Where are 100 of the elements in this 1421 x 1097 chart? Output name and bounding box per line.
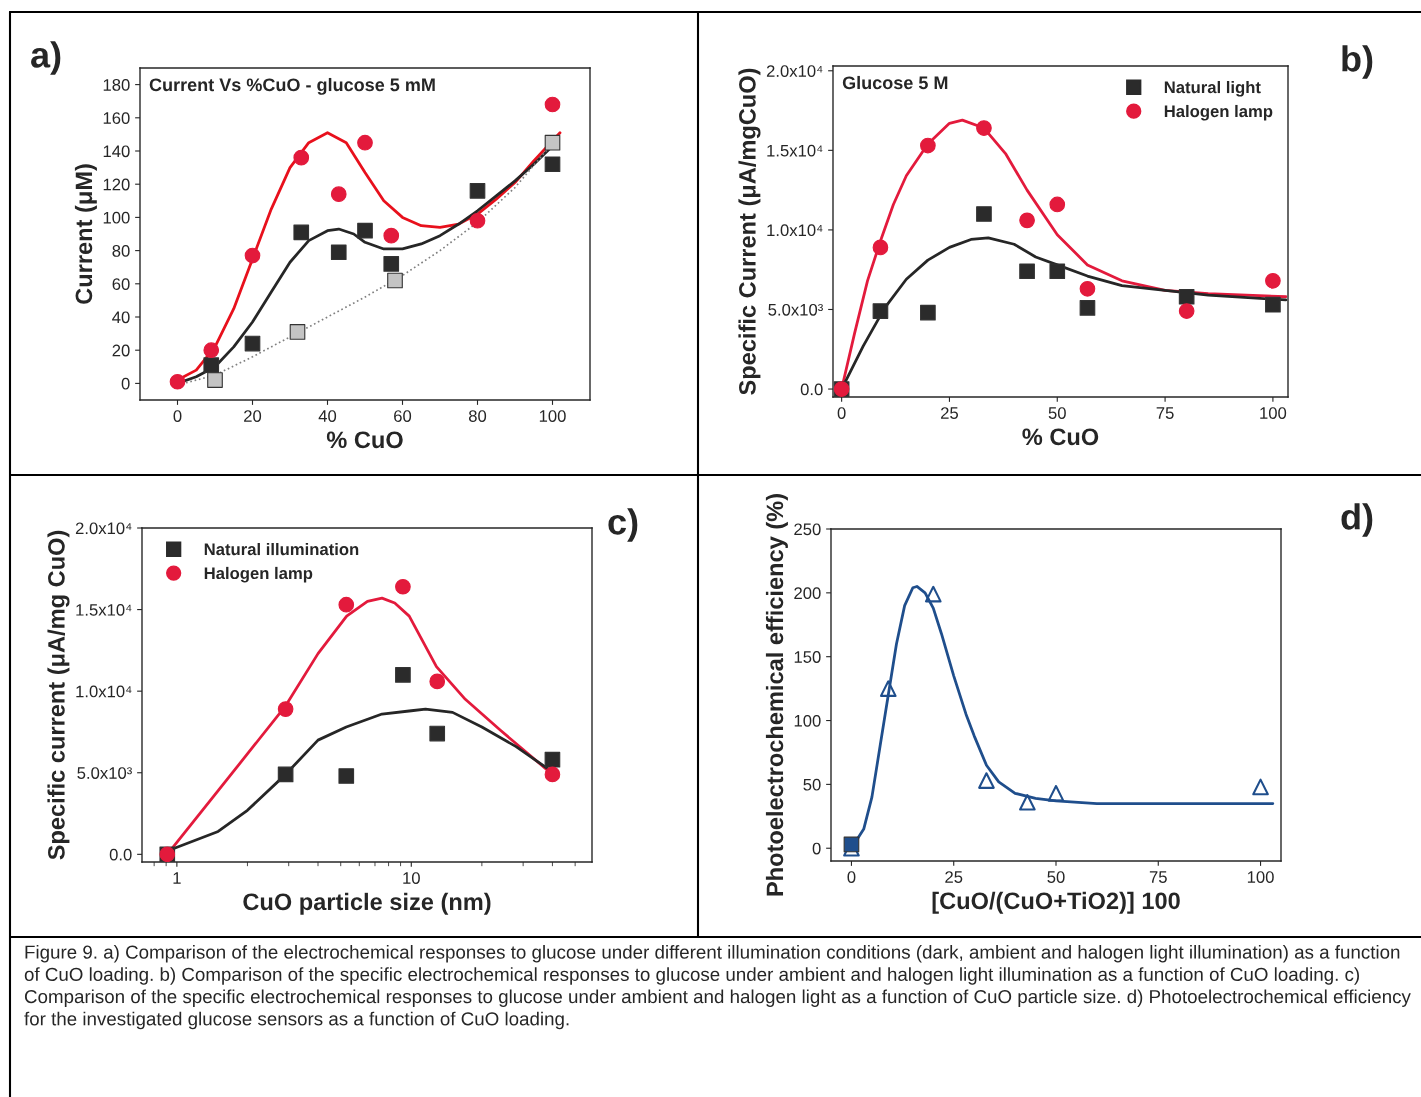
y-tick-label: 0.0 (109, 848, 132, 861)
y-tick-label: 0 (812, 842, 821, 855)
point (1252, 778, 1269, 796)
legend-label: Halogen lamp (1164, 104, 1273, 121)
x-tick-label: 100 (1260, 407, 1287, 419)
y-tick-label: 250 (794, 523, 821, 536)
point (207, 372, 223, 388)
x-axis-title: [CuO/(CuO+TiO2)] 100 (932, 891, 1180, 914)
point (843, 836, 860, 853)
y-tick-label: 0.0 (800, 383, 823, 396)
x-tick-label: 20 (244, 410, 262, 422)
x-axis-title: CuO particle size (nm) (243, 892, 491, 915)
y-tick-label: 2.0x10⁴ (75, 522, 132, 535)
legend-label: Halogen lamp (204, 566, 313, 583)
y-tick-label: 150 (794, 651, 821, 663)
text: b) (1342, 45, 1373, 79)
y-tick-label: 200 (794, 587, 821, 600)
point (879, 680, 897, 697)
x-axis-title: % CuO (326, 431, 403, 449)
point (1265, 296, 1281, 313)
y-tick-label: 140 (103, 145, 130, 158)
point (383, 256, 400, 272)
y-axis-title: Specific Current (μA/mgCuO) (738, 68, 761, 395)
text: a) (31, 41, 61, 75)
point (1047, 785, 1065, 802)
y-axis-title: Photoelectrochemical efficiency (%) (765, 494, 788, 896)
point (244, 335, 261, 352)
point (1049, 196, 1066, 213)
point (293, 149, 310, 166)
x-tick-label: 25 (941, 407, 959, 419)
point (920, 304, 936, 321)
y-tick-label: 100 (794, 714, 821, 727)
point (244, 247, 261, 264)
point (1019, 212, 1035, 229)
point (976, 120, 992, 136)
x-tick-label: 0 (847, 871, 856, 883)
x-tick-label: 100 (1247, 871, 1274, 883)
point (978, 772, 995, 789)
point (1019, 263, 1035, 280)
y-tick-label: 1.0x10⁴ (76, 685, 132, 698)
point (203, 342, 220, 359)
point (872, 303, 889, 319)
legend-label: Natural light (1164, 81, 1261, 97)
y-axis-title: Current (μM) (74, 164, 97, 304)
caption: Figure 9. a) Comparison of the electrochemical responses to glucose under different illumination conditions (dark, ambient and halogen light illumination) as a function of CuO loading. b) Comparison of the specific electrochemical responses to glucose under ambient and halogen light illumination as a function of CuO loading. c) Comparison of the specific electrochemical responses to glucose under ambient and halogen light as a function of CuO particle size. d) Photoelectrochemical efficiency for the investigated glucose sensors as a function of CuO loading. (24, 945, 1411, 1030)
point (1019, 793, 1036, 811)
y-tick-label: 160 (103, 112, 130, 124)
x-tick-label: 40 (318, 410, 337, 422)
y-tick-label: 2.0x10⁴ (766, 65, 823, 77)
point (1178, 303, 1195, 319)
y-tick-label: 5.0x10³ (77, 767, 132, 779)
text: Current Vs %CuO - glucose 5 mM (149, 77, 435, 95)
text: d) (1341, 503, 1373, 537)
point (293, 224, 310, 241)
x-tick-label: 60 (394, 410, 412, 422)
point (1079, 300, 1096, 316)
x-tick-label: 10 (403, 872, 420, 884)
point (872, 239, 889, 256)
point (1265, 272, 1281, 289)
point (203, 357, 220, 373)
point (920, 137, 936, 154)
y-tick-label: 20 (112, 344, 130, 357)
x-axis-title: % CuO (1022, 428, 1099, 446)
point (1178, 288, 1195, 305)
x-tick-label: 80 (468, 410, 487, 422)
point (330, 186, 347, 202)
point (357, 222, 373, 239)
y-tick-label: 60 (112, 278, 130, 290)
legend-label: Natural illumination (204, 543, 359, 556)
x-tick-label: 50 (1047, 871, 1065, 883)
y-tick-label: 100 (103, 211, 130, 224)
point (357, 134, 373, 151)
point (976, 206, 992, 222)
point (544, 134, 561, 151)
y-tick-label: 120 (103, 178, 130, 191)
y-tick-label: 0 (121, 377, 130, 390)
point (387, 272, 403, 289)
point (544, 96, 561, 113)
point (469, 183, 486, 199)
point (169, 373, 186, 390)
y-tick-label: 50 (803, 778, 821, 791)
y-tick-label: 1.5x10⁴ (76, 603, 132, 616)
x-tick-label: 25 (945, 871, 963, 883)
x-tick-label: 0 (837, 407, 846, 419)
y-axis-title: Specific current (μA/mg CuO) (47, 530, 70, 860)
text: c) (608, 508, 638, 542)
y-tick-label: 1.5x10⁴ (767, 144, 823, 157)
point (1079, 280, 1096, 297)
y-tick-label: 1.0x10⁴ (767, 224, 823, 237)
x-tick-label: 50 (1048, 407, 1066, 419)
x-tick-label: 1 (173, 872, 181, 884)
x-tick-label: 75 (1156, 407, 1174, 419)
point (330, 244, 347, 261)
point (469, 212, 486, 229)
y-tick-label: 40 (112, 311, 130, 324)
x-tick-label: 75 (1149, 871, 1167, 883)
y-tick-label: 5.0x10³ (768, 303, 823, 316)
point (289, 324, 306, 340)
x-tick-label: 100 (539, 410, 566, 422)
point (1049, 263, 1066, 280)
